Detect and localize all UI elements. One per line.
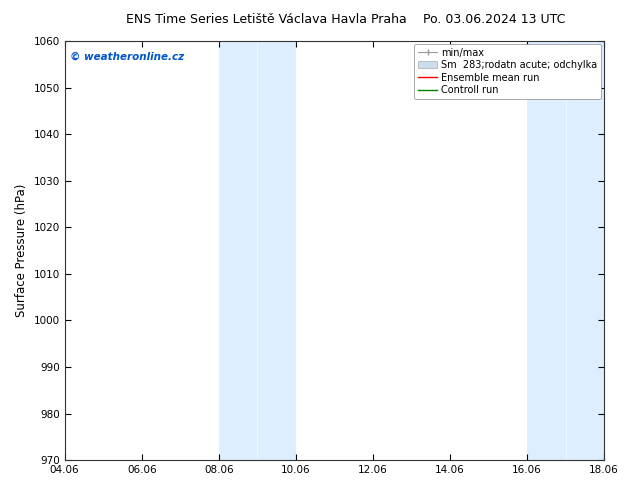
Y-axis label: Surface Pressure (hPa): Surface Pressure (hPa) xyxy=(15,184,28,318)
Text: Po. 03.06.2024 13 UTC: Po. 03.06.2024 13 UTC xyxy=(424,13,566,26)
Bar xyxy=(527,41,604,460)
Text: © weatheronline.cz: © weatheronline.cz xyxy=(70,51,184,62)
Bar xyxy=(219,41,296,460)
Text: ENS Time Series Letiště Václava Havla Praha: ENS Time Series Letiště Václava Havla Pr… xyxy=(126,13,406,26)
Legend: min/max, Sm  283;rodatn acute; odchylka, Ensemble mean run, Controll run: min/max, Sm 283;rodatn acute; odchylka, … xyxy=(414,44,601,99)
